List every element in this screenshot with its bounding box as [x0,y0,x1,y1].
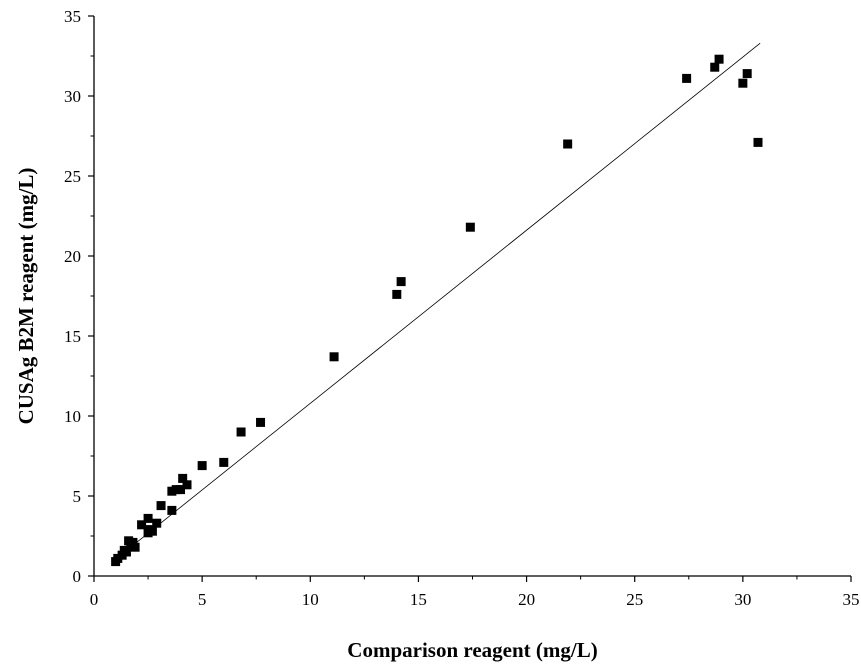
data-point [137,520,147,530]
y-tick-label: 20 [64,247,81,266]
y-tick-label: 35 [64,7,81,26]
data-point [742,69,752,79]
data-points [111,54,763,567]
data-point [128,537,138,547]
y-tick-label: 15 [64,327,81,346]
regression-line-group [115,42,761,560]
data-point [167,505,177,515]
x-tick-label: 25 [626,590,643,609]
data-point [710,62,720,72]
y-axis-ticks: 0 5 10 15 20 25 30 35 [64,7,94,586]
y-tick-label: 5 [73,487,82,506]
x-tick-label: 35 [843,590,860,609]
data-point [121,547,131,557]
data-point [130,542,140,552]
y-tick-label: 0 [73,567,82,586]
y-axis-title: CUSAg B2M reagent (mg/L) [14,168,38,425]
data-point [465,222,475,232]
data-point [256,417,266,427]
data-point [753,137,763,147]
y-tick-label: 10 [64,407,81,426]
data-point [682,73,692,83]
data-point [182,480,192,490]
data-point [178,473,188,483]
x-tick-label: 5 [198,590,207,609]
x-tick-label: 20 [518,590,535,609]
y-tick-label: 25 [64,167,81,186]
data-point [738,78,748,88]
axes [93,16,851,577]
x-axis-title: Comparison reagent (mg/L) [347,638,597,662]
regression-line [115,42,761,560]
data-point [392,289,402,299]
data-point [147,526,157,536]
data-point [197,461,207,471]
x-tick-label: 15 [410,590,427,609]
x-tick-label: 0 [90,590,99,609]
data-point [714,54,724,64]
data-point [152,518,162,528]
y-tick-label: 30 [64,87,81,106]
x-tick-label: 10 [302,590,319,609]
data-point [236,427,246,437]
data-point [329,352,339,362]
data-point [219,457,229,467]
x-tick-label: 30 [734,590,751,609]
data-point [143,513,153,523]
data-point [396,277,406,287]
x-axis-ticks: 0 5 10 15 20 25 30 35 [90,576,860,609]
data-point [176,485,186,495]
data-point [563,139,573,149]
data-point [156,501,166,511]
